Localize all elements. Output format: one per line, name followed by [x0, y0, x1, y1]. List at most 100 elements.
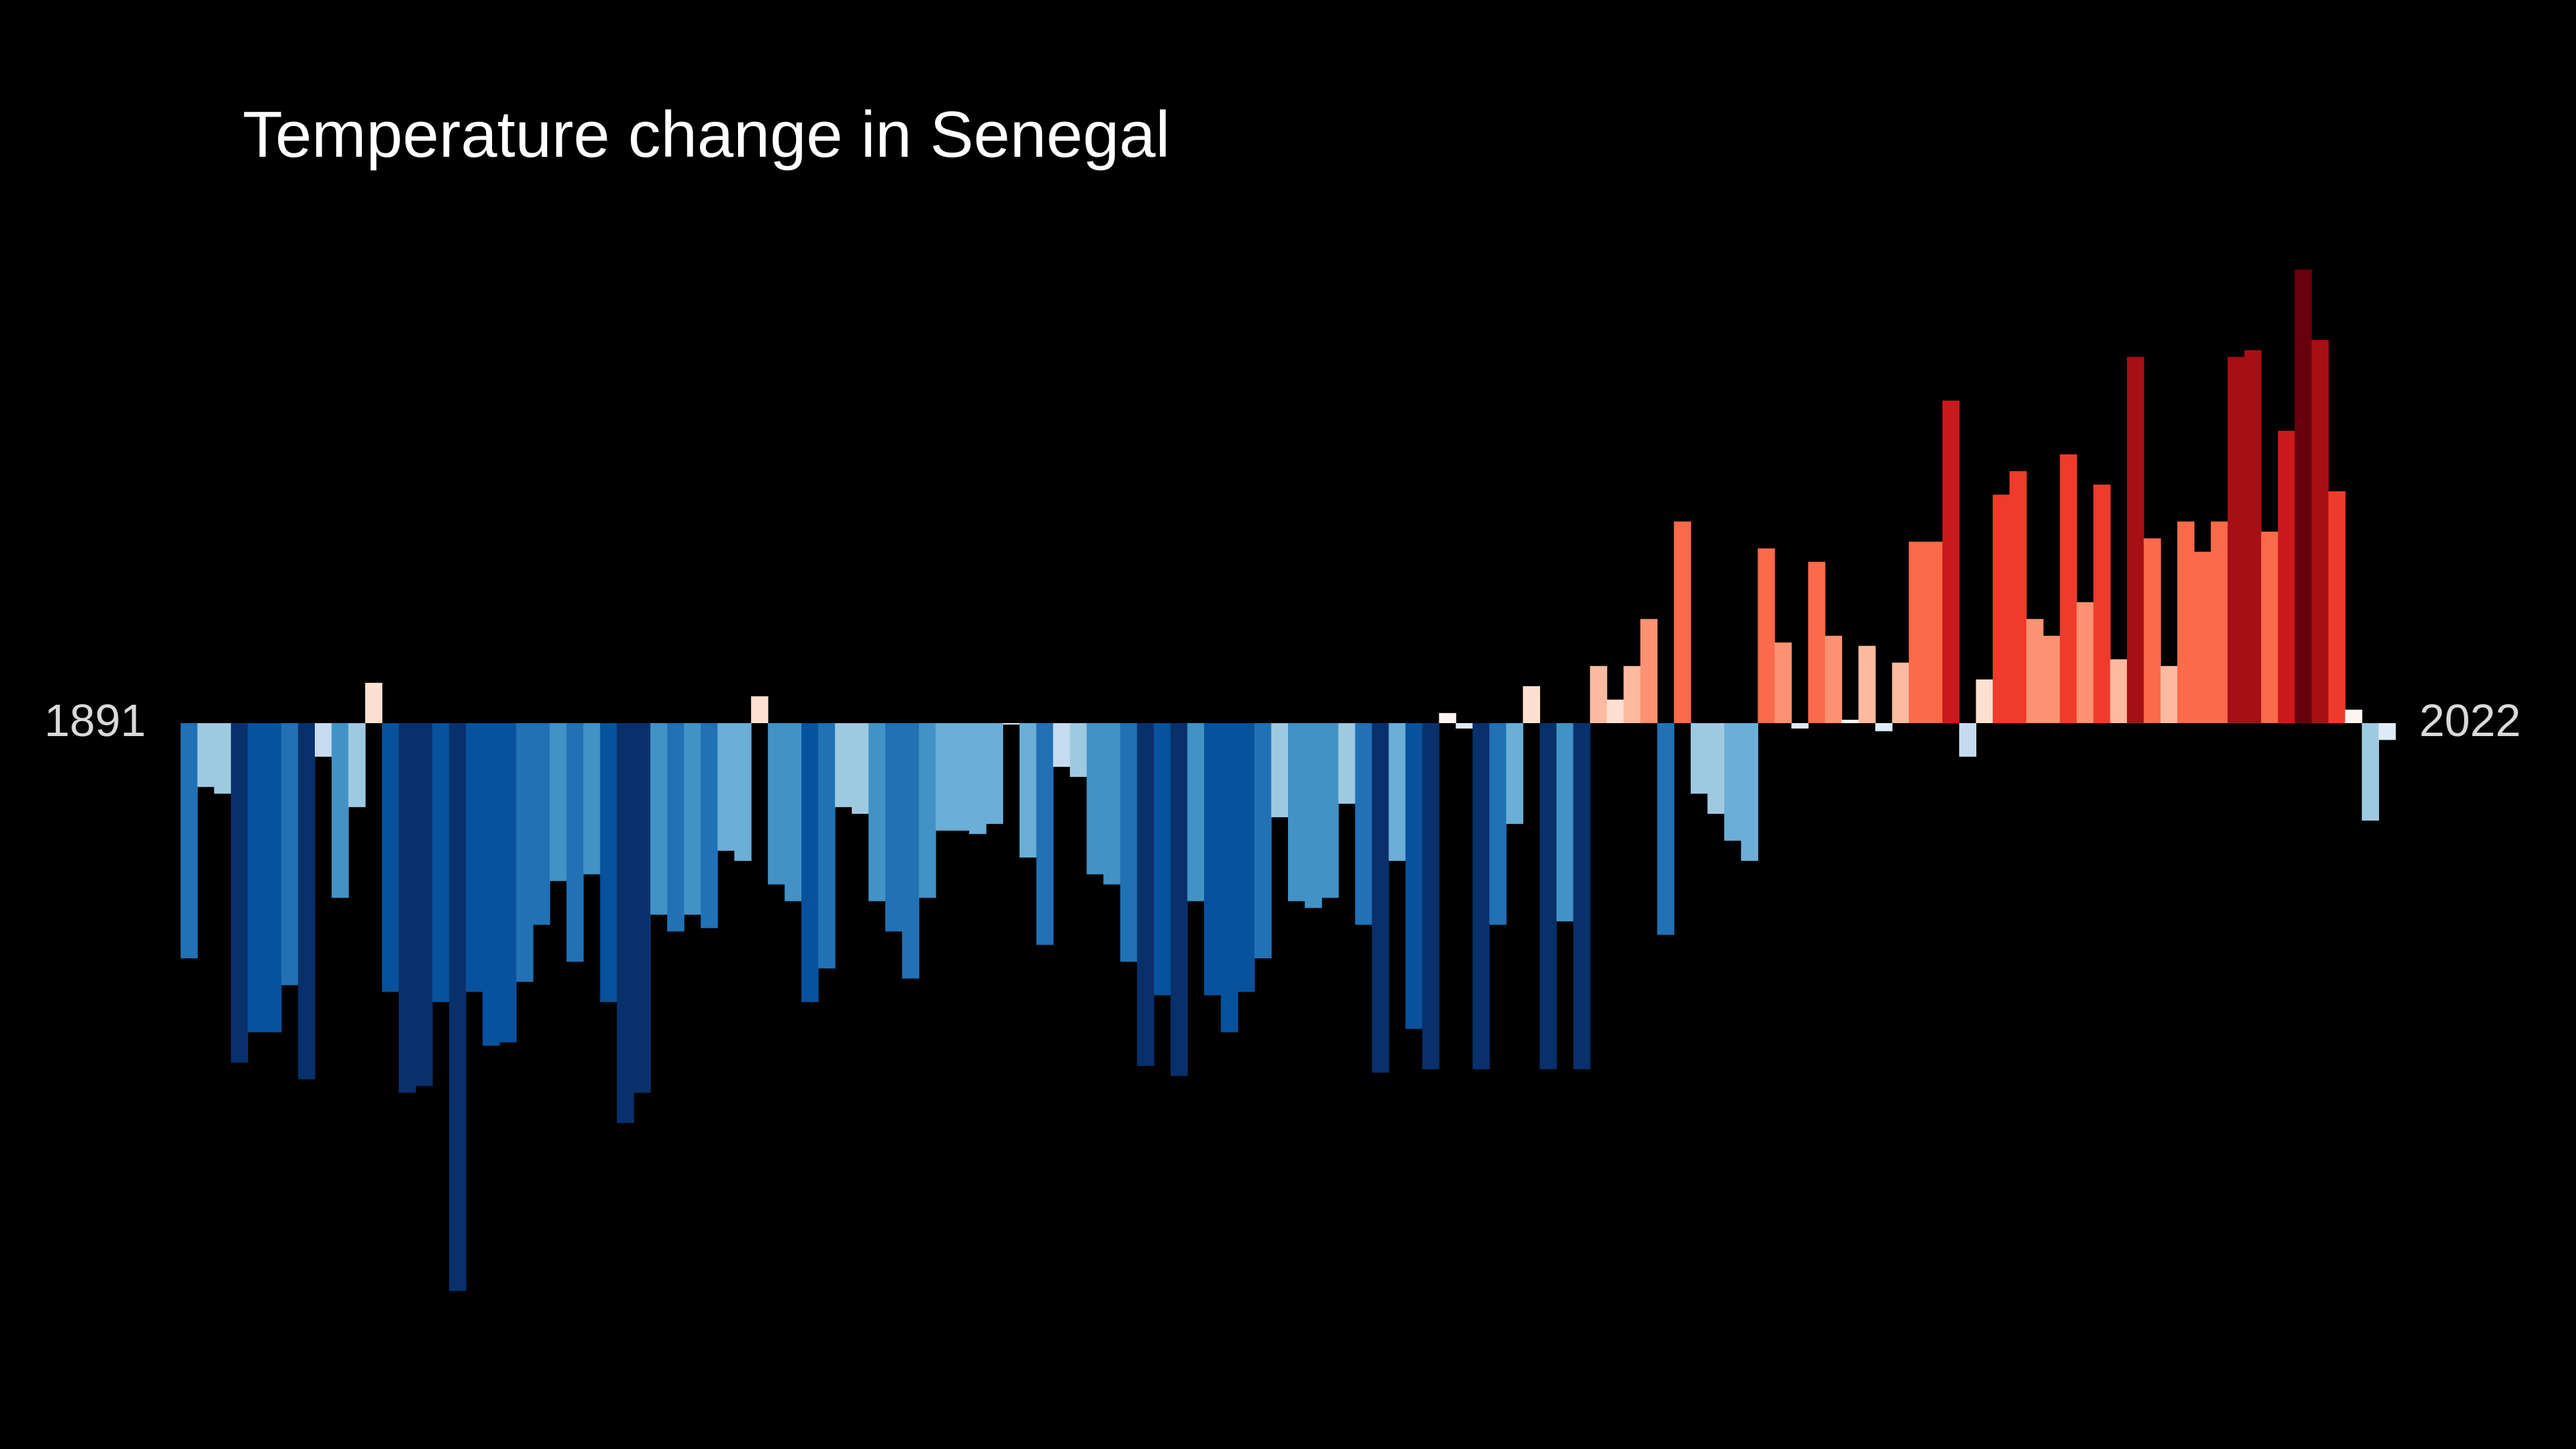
- bar-2004: [2076, 602, 2094, 723]
- bar-1942: [1036, 723, 1054, 945]
- bar-1990: [1841, 720, 1859, 723]
- bar-1958: [1304, 723, 1322, 909]
- bar-1988: [1808, 562, 1826, 723]
- bar-1943: [1053, 723, 1071, 767]
- bar-1980: [1674, 521, 1691, 723]
- bar-1917: [617, 723, 634, 1123]
- bar-1915: [583, 723, 601, 874]
- bar-1997: [1959, 723, 1977, 757]
- bar-1921: [684, 723, 701, 915]
- bar-2002: [2042, 635, 2061, 723]
- bar-1960: [1338, 723, 1356, 804]
- bar-1954: [1238, 723, 1255, 992]
- bar-1898: [298, 723, 316, 1080]
- bar-1948: [1137, 723, 1154, 1066]
- bar-1901: [348, 723, 366, 808]
- bar-1957: [1288, 723, 1306, 902]
- bar-2010: [2177, 521, 2195, 723]
- bar-1930: [835, 723, 853, 808]
- bar-1927: [784, 723, 802, 902]
- bar-2015: [2261, 531, 2279, 723]
- bar-2012: [2211, 521, 2228, 723]
- bar-1986: [1775, 642, 1792, 723]
- bar-1938: [969, 723, 987, 834]
- bar-1966: [1439, 713, 1456, 723]
- bar-2017: [2295, 269, 2312, 723]
- bar-1971: [1522, 686, 1540, 723]
- bar-1985: [1758, 548, 1775, 723]
- bar-1978: [1640, 619, 1658, 723]
- bar-1981: [1690, 723, 1708, 794]
- bar-1945: [1086, 723, 1104, 874]
- bar-1912: [533, 723, 551, 925]
- bar-1972: [1539, 723, 1557, 1069]
- bar-1995: [1925, 541, 1943, 723]
- bar-1896: [264, 723, 282, 1033]
- bar-1989: [1824, 635, 1843, 723]
- bar-1903: [382, 723, 399, 992]
- bar-1911: [516, 723, 534, 982]
- bar-1899: [314, 723, 333, 757]
- bar-1933: [885, 723, 903, 932]
- bar-2001: [2026, 619, 2044, 723]
- bar-2007: [2127, 356, 2145, 723]
- bar-1919: [650, 723, 668, 915]
- bar-1961: [1355, 723, 1373, 925]
- bar-1969: [1489, 723, 1507, 925]
- bar-1910: [499, 723, 517, 1043]
- bar-1926: [767, 723, 785, 885]
- bar-1924: [734, 723, 752, 861]
- bars-group: [181, 269, 2396, 1292]
- bar-1937: [952, 723, 970, 831]
- bar-1994: [1908, 541, 1927, 723]
- bar-1916: [600, 723, 617, 1003]
- bar-1956: [1271, 723, 1289, 818]
- bar-1895: [247, 723, 265, 1033]
- bar-1932: [868, 723, 886, 902]
- bar-1913: [549, 723, 567, 881]
- bar-1976: [1606, 699, 1625, 723]
- bar-1987: [1791, 723, 1809, 729]
- bar-2022: [2378, 723, 2396, 740]
- bar-1982: [1707, 723, 1725, 814]
- bar-2003: [2059, 454, 2077, 723]
- bar-2016: [2278, 431, 2295, 723]
- bar-1963: [1388, 723, 1406, 861]
- bar-1953: [1221, 723, 1238, 1033]
- bar-1984: [1741, 723, 1758, 861]
- bar-1929: [818, 723, 835, 968]
- bar-1965: [1422, 723, 1440, 1069]
- bar-2021: [2361, 723, 2379, 821]
- bar-1977: [1623, 666, 1641, 723]
- bar-1907: [448, 723, 467, 1292]
- bar-1922: [701, 723, 718, 928]
- bar-1900: [331, 723, 349, 898]
- bar-1935: [919, 723, 936, 898]
- bar-1893: [214, 723, 232, 794]
- bar-2014: [2244, 350, 2262, 723]
- bar-1991: [1858, 645, 1876, 723]
- bar-1962: [1372, 723, 1390, 1073]
- bar-1992: [1875, 723, 1892, 731]
- bar-1947: [1120, 723, 1138, 962]
- bar-1918: [633, 723, 651, 1093]
- bar-2008: [2143, 538, 2161, 723]
- bar-1939: [985, 723, 1004, 824]
- bar-1941: [1019, 723, 1037, 858]
- bar-1998: [1976, 679, 1993, 723]
- bar-1964: [1405, 723, 1423, 1029]
- bar-1908: [465, 723, 483, 992]
- bar-1914: [566, 723, 584, 962]
- bar-2013: [2227, 356, 2245, 723]
- bar-1920: [667, 723, 685, 932]
- bar-1983: [1724, 723, 1742, 841]
- bar-1897: [281, 723, 298, 986]
- bar-1891: [181, 723, 198, 959]
- bar-1968: [1472, 723, 1490, 1069]
- bar-1970: [1506, 723, 1524, 824]
- bar-1892: [197, 723, 215, 787]
- start-year-label: 1891: [44, 695, 147, 746]
- bar-1955: [1254, 723, 1272, 959]
- bar-1934: [902, 723, 919, 979]
